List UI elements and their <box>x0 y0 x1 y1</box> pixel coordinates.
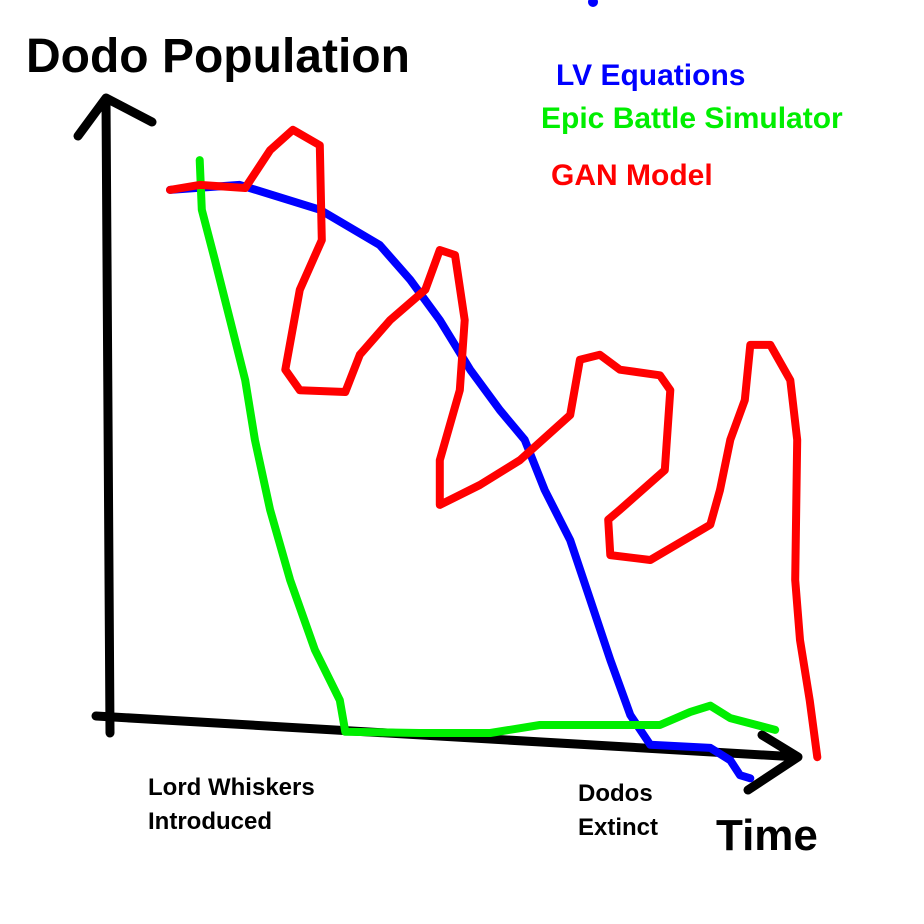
y-axis <box>73 93 157 738</box>
legend-entry: GAN Model <box>551 159 713 192</box>
annotation: Extinct <box>578 814 658 841</box>
legend-entry: Epic Battle Simulator <box>541 102 843 135</box>
annotation: Introduced <box>148 808 272 835</box>
annotation: Dodos <box>578 780 653 807</box>
series-line <box>166 125 822 762</box>
x-axis-label: Time <box>716 811 818 860</box>
legend-entry: LV Equations <box>556 59 745 92</box>
stray-dot <box>588 0 598 7</box>
annotation: Lord Whiskers <box>148 774 315 801</box>
y-axis-label: Dodo Population <box>26 30 410 83</box>
series-line <box>195 156 780 737</box>
series-line <box>166 180 755 783</box>
